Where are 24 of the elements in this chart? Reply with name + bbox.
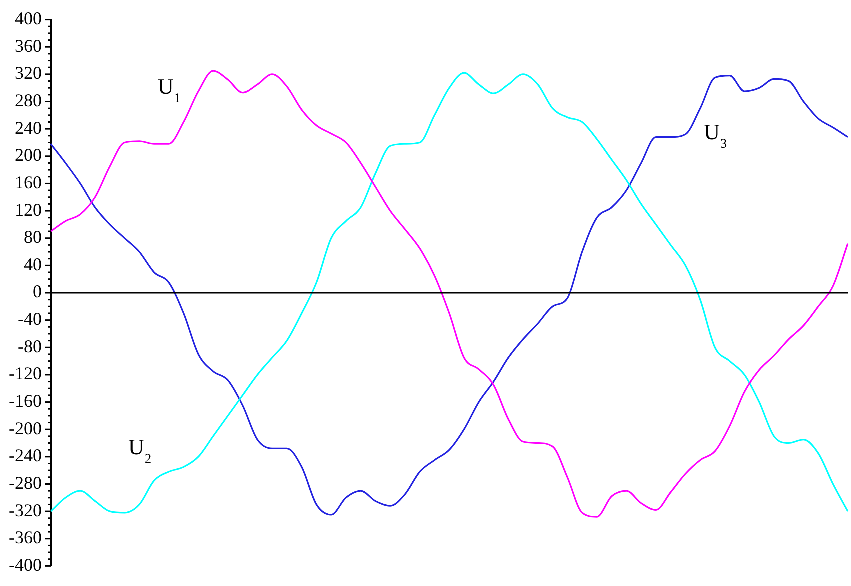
y-tick-label: -120 bbox=[8, 364, 42, 384]
y-tick-label: 280 bbox=[14, 90, 42, 110]
y-tick-label: -240 bbox=[8, 446, 42, 466]
y-tick-label: -360 bbox=[8, 528, 42, 548]
y-tick-label: 0 bbox=[32, 282, 42, 302]
y-tick-label: 360 bbox=[14, 36, 42, 56]
y-tick-label: 240 bbox=[14, 118, 42, 138]
y-tick-label: -280 bbox=[8, 472, 42, 493]
y-tick-label: 40 bbox=[24, 254, 42, 274]
y-tick-label: 80 bbox=[24, 227, 42, 248]
y-tick-label: 200 bbox=[14, 145, 42, 166]
y-tick-label: -80 bbox=[18, 336, 42, 356]
y-tick-label: -40 bbox=[18, 309, 42, 330]
y-tick-label: -400 bbox=[8, 554, 42, 575]
y-tick-label: 400 bbox=[14, 8, 42, 29]
y-tick-label: -200 bbox=[8, 418, 42, 438]
y-tick-label: 320 bbox=[14, 63, 42, 84]
y-tick-label: 160 bbox=[14, 172, 42, 192]
y-tick-label: -320 bbox=[8, 500, 42, 520]
y-tick-label: 120 bbox=[14, 200, 42, 220]
y-tick-label: -160 bbox=[8, 391, 42, 412]
series-label: U₁ bbox=[158, 74, 182, 103]
series-label: U₃ bbox=[704, 120, 728, 149]
series-label: U₂ bbox=[128, 434, 152, 464]
